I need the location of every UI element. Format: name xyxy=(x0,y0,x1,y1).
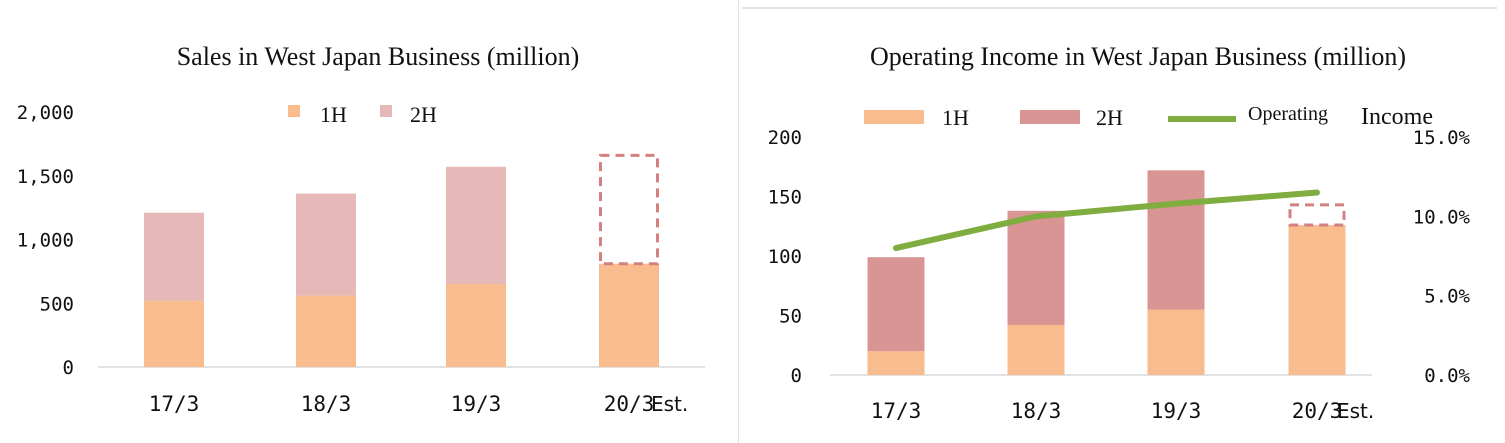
y2-tick-label: 0.0% xyxy=(1424,365,1470,387)
legend-swatch-1h xyxy=(288,105,300,117)
bar-2h xyxy=(1007,210,1065,326)
panel-divider xyxy=(738,0,739,443)
bar-1h xyxy=(1288,225,1346,375)
y-tick-label: 200 xyxy=(768,127,802,149)
y2-tick-label: 5.0% xyxy=(1424,286,1470,308)
legend-label-1h: 1H xyxy=(320,102,347,127)
x-tick-label: 17/3 xyxy=(871,399,922,423)
y-tick-label: 0 xyxy=(791,365,802,387)
bar-1h xyxy=(144,300,204,367)
top-border xyxy=(742,7,1497,9)
estimate-outline-2h xyxy=(599,153,659,266)
sales-chart: Sales in West Japan Business (million) 1… xyxy=(17,42,705,416)
x-tick-label: 18/3 xyxy=(301,392,352,416)
bar-1h xyxy=(446,284,506,367)
legend-label-income: Income xyxy=(1361,104,1433,130)
estimate-outline-2h xyxy=(1288,203,1346,227)
operating-income-chart: Operating Income in West Japan Business … xyxy=(768,42,1471,423)
bar-1h xyxy=(867,351,925,375)
bar-2h xyxy=(296,193,356,296)
legend-label-operating: Operating xyxy=(1248,103,1328,125)
legend-label-2h: 2H xyxy=(1096,105,1123,130)
operating-income-line xyxy=(893,189,1320,252)
legend-swatch-2h xyxy=(1020,110,1080,124)
x-tick-label: 20/3 xyxy=(1292,399,1343,423)
bar-1h xyxy=(1007,325,1065,375)
sales-chart-panel: Sales in West Japan Business (million) 1… xyxy=(0,0,738,443)
legend-swatch-2h xyxy=(380,105,392,117)
bar-1h xyxy=(1147,309,1205,375)
y-tick-label: 150 xyxy=(768,187,802,209)
x-tick-suffix: Est. xyxy=(1337,399,1374,423)
legend-label-2h: 2H xyxy=(410,102,437,127)
y-tick-label: 1,000 xyxy=(17,230,74,252)
x-tick-label: 17/3 xyxy=(149,392,200,416)
bar-2h xyxy=(1147,170,1205,310)
x-tick-label: 19/3 xyxy=(451,392,502,416)
x-tick-label: 18/3 xyxy=(1011,399,1062,423)
x-tick-label: 20/3 xyxy=(604,392,655,416)
bar-1h xyxy=(296,295,356,367)
x-tick-suffix: Est. xyxy=(651,392,688,416)
legend-swatch-1h xyxy=(864,110,924,124)
chart-title: Operating Income in West Japan Business … xyxy=(870,42,1406,71)
y-tick-label: 1,500 xyxy=(17,166,74,188)
bar-2h xyxy=(446,166,506,285)
y-tick-label: 2,000 xyxy=(17,102,74,124)
y2-tick-label: 15.0% xyxy=(1413,127,1471,149)
x-tick-label: 19/3 xyxy=(1151,399,1202,423)
chart-title: Sales in West Japan Business (million) xyxy=(177,42,580,71)
y-tick-label: 0 xyxy=(63,357,74,379)
bar-2h xyxy=(144,212,204,301)
operating-income-chart-panel: Operating Income in West Japan Business … xyxy=(742,0,1505,443)
bar-1h xyxy=(599,263,659,367)
y-tick-label: 100 xyxy=(768,246,802,268)
bar-2h xyxy=(867,257,925,352)
legend-label-1h: 1H xyxy=(942,105,969,130)
y2-tick-label: 10.0% xyxy=(1413,206,1471,228)
y-tick-label: 500 xyxy=(40,293,74,315)
y-tick-label: 50 xyxy=(779,306,802,328)
